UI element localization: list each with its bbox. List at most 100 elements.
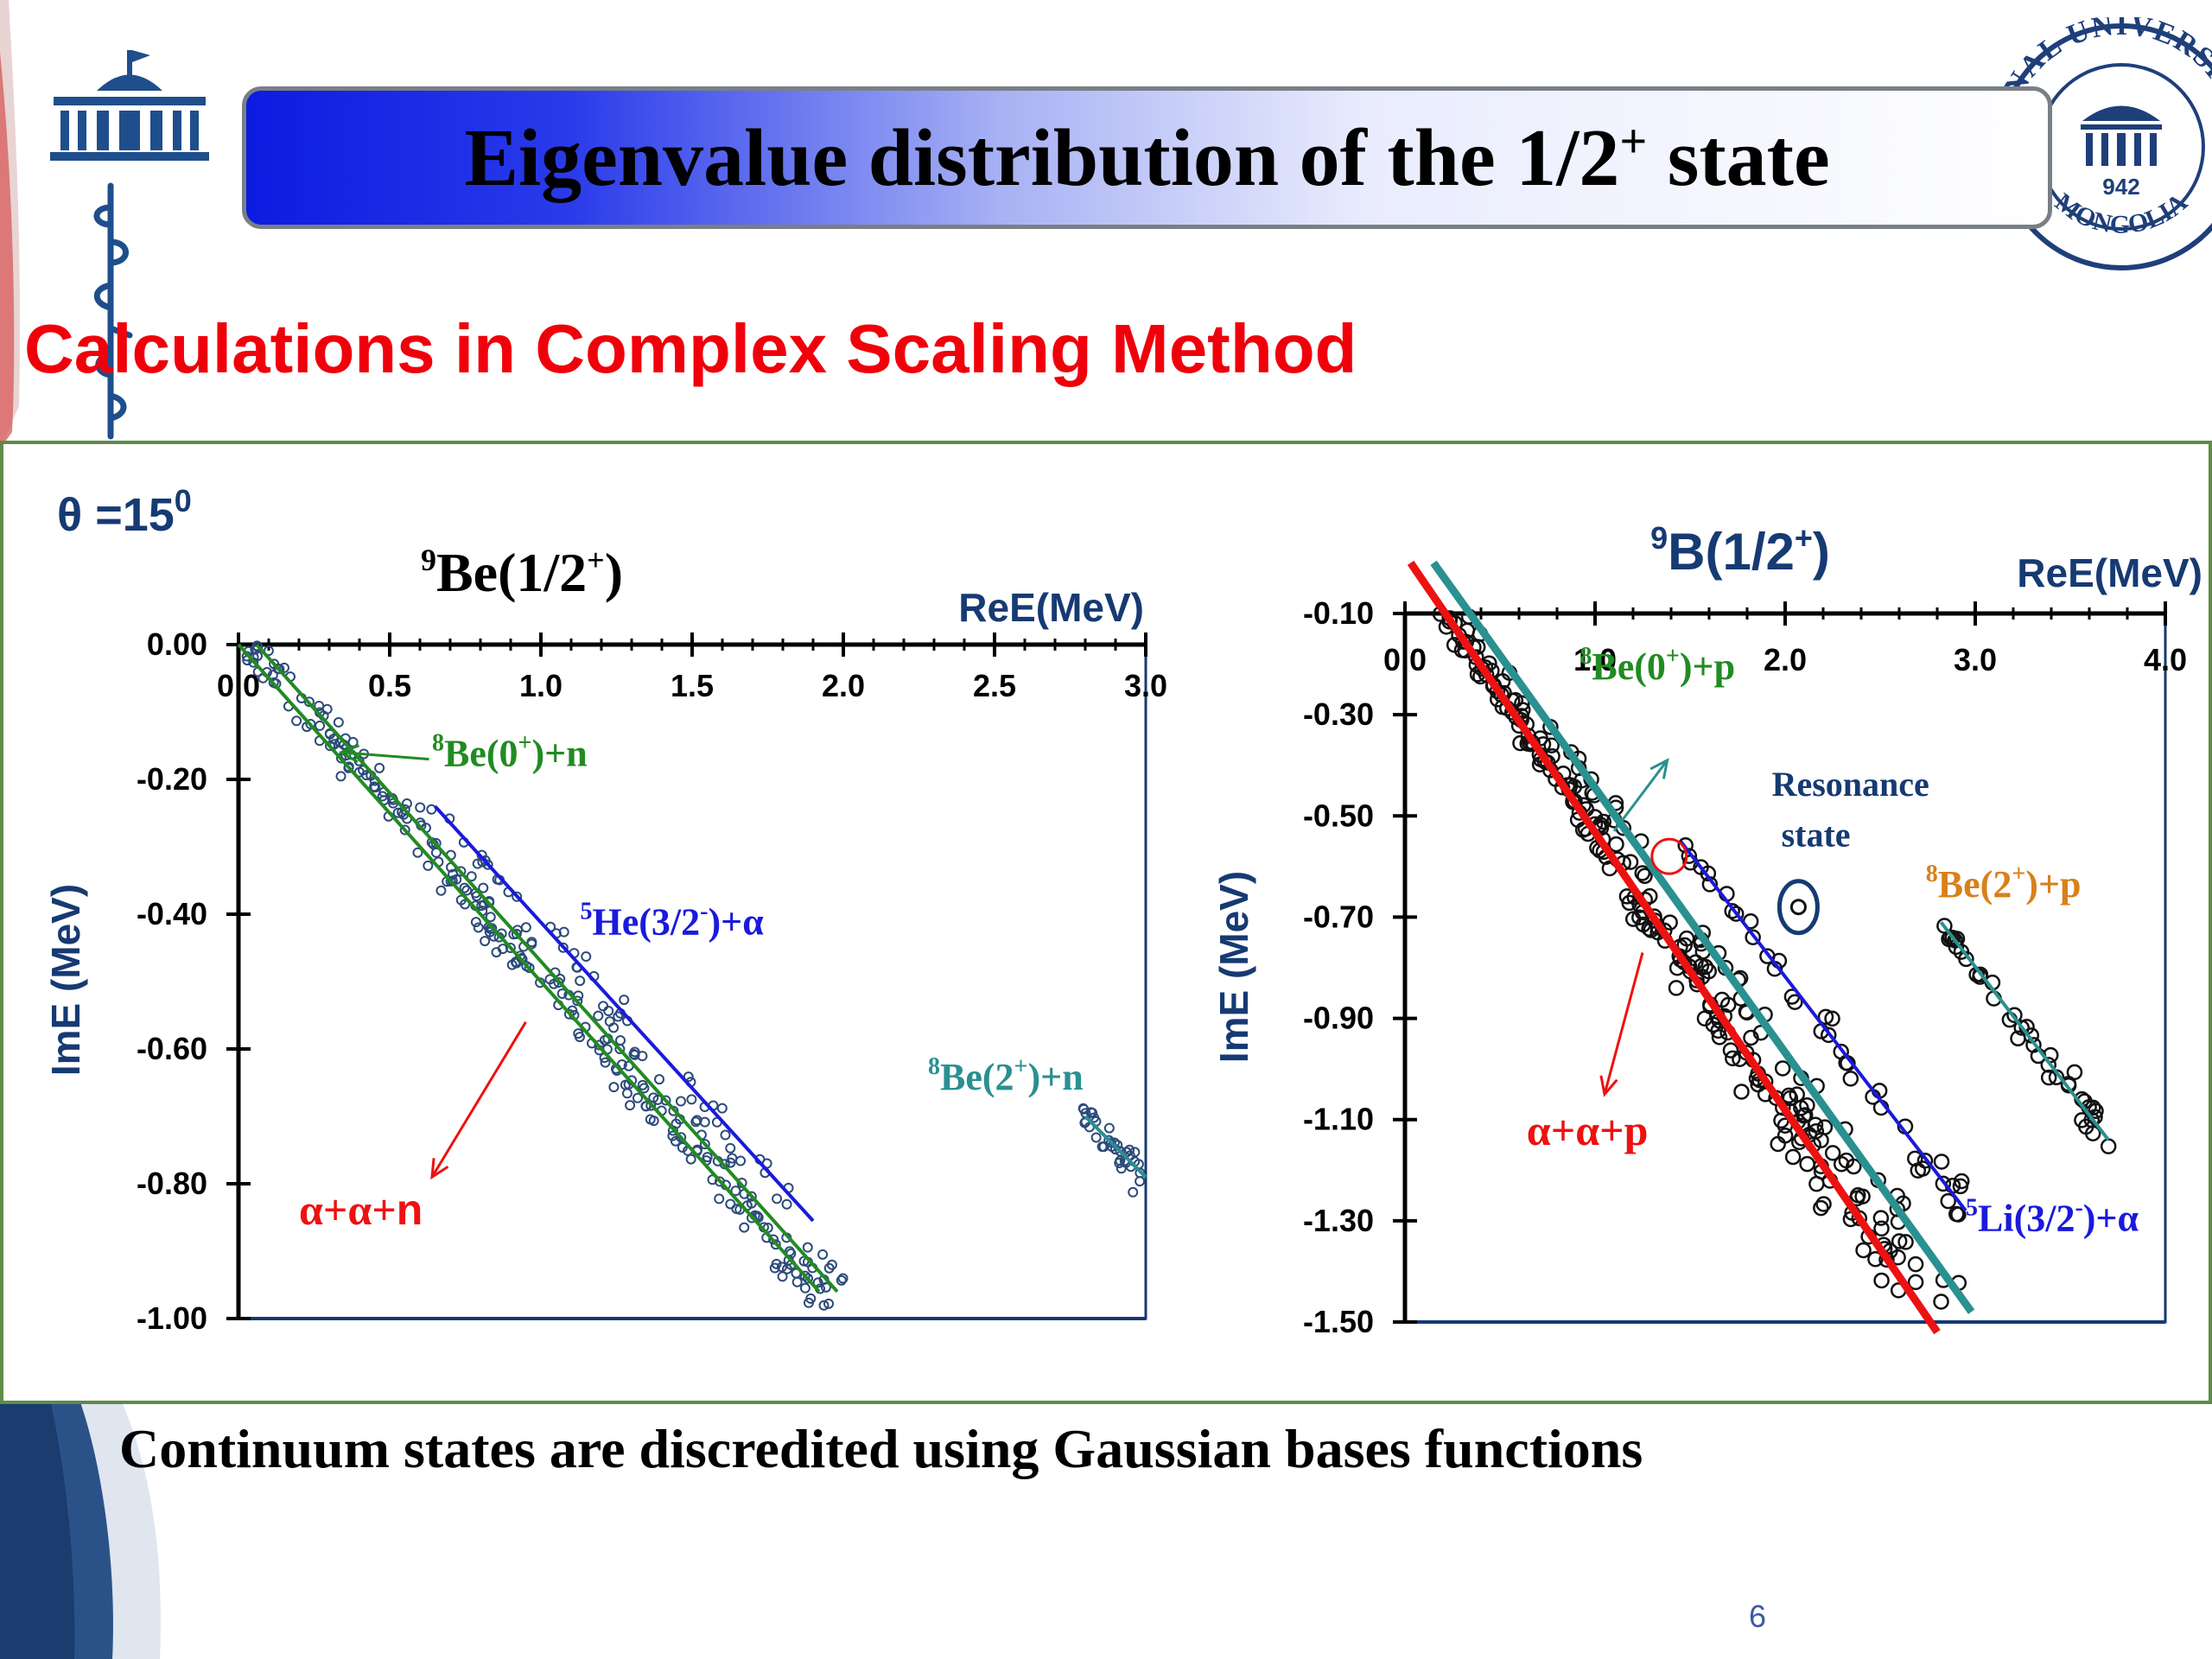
eigenvalue-marker <box>1745 929 1761 946</box>
threshold-line <box>1407 560 1941 1335</box>
eigenvalue-marker <box>572 995 583 1007</box>
label-tail: )+n <box>1028 1056 1084 1098</box>
label-presup: 5 <box>581 898 593 925</box>
eigenvalue-marker <box>1907 1255 1924 1273</box>
eigenvalue-marker <box>1891 1233 1908 1249</box>
series-label: state <box>1782 815 1851 854</box>
series-label: α+α+p <box>1527 1106 1649 1154</box>
eigenvalue-marker <box>478 882 489 893</box>
annotation-arrowhead <box>1599 1075 1618 1097</box>
label-tail: )+α <box>2083 1198 2139 1240</box>
eigenvalue-marker <box>426 804 437 815</box>
eigenvalue-marker <box>730 1185 741 1197</box>
eigenvalue-marker <box>725 1157 736 1168</box>
title-banner: Eigenvalue distribution of the 1/2+ stat… <box>242 86 2052 229</box>
label-presup: 8 <box>432 729 444 756</box>
chart-9b: 0.0 1.0 2.0 3.0 4.0 -0.10 -0.30 -0.50 -0.70 -0.90… <box>1211 520 2202 1339</box>
series-label: 8Be(0+)+p <box>1580 643 1735 688</box>
eigenvalue-marker <box>374 762 385 773</box>
eigenvalue-marker <box>461 885 473 896</box>
eigenvalue-marker <box>267 670 278 681</box>
annotation-arrow <box>430 1021 527 1178</box>
eigenvalue-marker <box>1873 1220 1890 1237</box>
x-tick-label: 3.0 <box>1954 642 1997 677</box>
x-tick-label: 1.0 <box>1573 642 1617 677</box>
label-sup: - <box>2075 1195 2082 1222</box>
eigenvalue-marker <box>1950 1206 1967 1223</box>
label-base: α+α+ <box>299 1185 397 1234</box>
page-number: 6 <box>1749 1599 1767 1634</box>
annotation-arrowhead <box>1649 758 1669 779</box>
eigenvalue-marker <box>1842 1071 1859 1087</box>
eigenvalue-marker <box>1897 1234 1914 1250</box>
eigenvalue-marker <box>412 847 423 858</box>
eigenvalue-marker <box>716 1103 728 1114</box>
eigenvalue-marker <box>1631 909 1648 926</box>
y-tick-label: -0.60 <box>137 1031 207 1066</box>
eigenvalue-marker <box>485 912 496 923</box>
y-tick-label: -1.10 <box>1303 1102 1374 1137</box>
university-seal-icon: ONAL UNIVERSITY MONGOLIA 942 <box>1987 17 2212 270</box>
eigenvalue-marker <box>1784 1148 1802 1166</box>
eigenvalue-marker <box>675 1096 686 1107</box>
eigenvalue-marker <box>1090 1132 1102 1143</box>
eigenvalue-marker <box>1824 1145 1841 1161</box>
eigenvalue-marker <box>676 1132 687 1143</box>
chart-title-sup: + <box>1795 520 1813 556</box>
eigenvalue-marker <box>613 1011 624 1022</box>
threshold-line <box>1430 560 1975 1314</box>
eigenvalue-marker <box>1700 963 1717 980</box>
y-tick-label: 0.00 <box>147 626 207 662</box>
eigenvalue-marker <box>818 1300 830 1311</box>
eigenvalue-marker <box>1446 637 1463 653</box>
eigenvalue-marker <box>1722 1042 1739 1058</box>
series-label: 8Be(2+)+p <box>1926 861 2082 906</box>
eigenvalue-marker <box>1719 996 1737 1014</box>
resonance-point <box>1789 899 1807 916</box>
eigenvalue-marker <box>2100 1138 2117 1154</box>
eigenvalue-marker <box>746 1191 757 1202</box>
eigenvalue-marker <box>771 1258 782 1269</box>
eigenvalue-marker <box>1725 1050 1741 1067</box>
eigenvalue-marker <box>423 860 434 871</box>
eigenvalue-marker <box>1711 1029 1728 1046</box>
eigenvalue-marker <box>1774 1060 1791 1077</box>
eigenvalue-marker <box>466 871 477 882</box>
eigenvalue-marker <box>1103 1122 1115 1134</box>
eigenvalue-marker <box>836 1274 847 1286</box>
eigenvalue-marker <box>484 897 495 908</box>
y-tick-label: -0.50 <box>1303 798 1374 833</box>
eigenvalue-marker <box>1135 1176 1146 1187</box>
eigenvalue-marker <box>768 1234 779 1245</box>
annotation-arrowhead <box>430 1158 449 1180</box>
eigenvalue-marker <box>791 1276 803 1287</box>
eigenvalue-marker <box>252 641 264 652</box>
eigenvalue-marker <box>699 1116 710 1128</box>
eigenvalue-marker <box>1793 1100 1809 1116</box>
y-tick-label: -0.90 <box>1303 1001 1374 1036</box>
label-base: Be(2 <box>940 1056 1014 1098</box>
eigenvalue-marker <box>445 876 456 887</box>
eigenvalue-marker <box>328 733 340 744</box>
chart-title-sup: + <box>587 543 605 577</box>
eigenvalue-marker <box>435 885 447 896</box>
eigenvalue-marker <box>480 936 491 947</box>
eigenvalue-marker <box>470 917 481 928</box>
eigenvalue-marker <box>599 1034 610 1046</box>
eigenvalue-marker <box>1953 944 1970 960</box>
eigenvalue-marker <box>648 1116 659 1127</box>
eigenvalue-marker <box>1813 1132 1829 1148</box>
eigenvalue-marker <box>415 802 426 813</box>
series-label: 5He(3/2-)+α <box>581 898 765 943</box>
eigenvalue-marker <box>1079 1117 1090 1128</box>
annotation-arrowhead <box>338 744 360 764</box>
eigenvalue-marker <box>739 1222 750 1233</box>
eigenvalue-marker <box>361 770 372 781</box>
eigenvalue-figure: θ =150 0.0 0.5 1.0 1.5 2.0 2.5 3.00.00-0.20-0.… <box>43 483 2202 1339</box>
x-axis-label: ReE(MeV) <box>2017 550 2202 595</box>
eigenvalue-marker <box>1727 906 1745 922</box>
eigenvalue-marker <box>278 662 289 673</box>
eigenvalue-marker <box>802 1242 813 1253</box>
annotation-arrow <box>1603 952 1644 1095</box>
eigenvalue-marker <box>1855 1242 1872 1259</box>
